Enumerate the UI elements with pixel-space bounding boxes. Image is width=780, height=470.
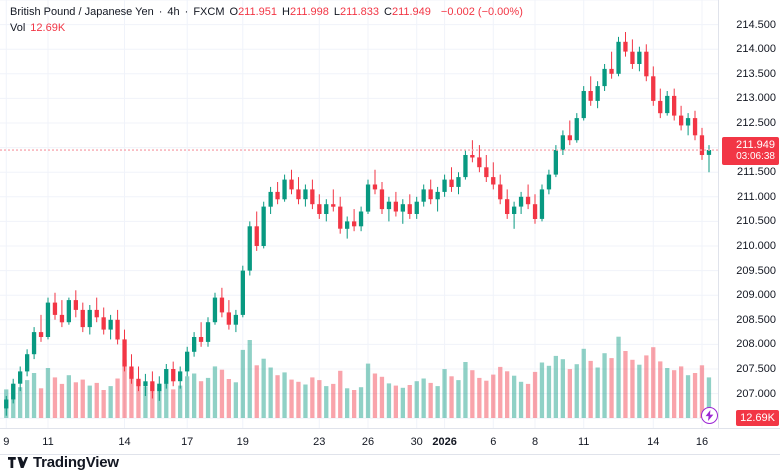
price-tick: 207.000 [736, 387, 776, 400]
low-key: L [333, 6, 341, 18]
price-tick: 212.500 [736, 117, 776, 129]
price-tick: 211.000 [737, 190, 776, 203]
legend-volume-row: Vol 12.69K [10, 21, 523, 35]
bar-countdown: 03:06:38 [736, 151, 775, 163]
price-tick: 211.500 [737, 166, 776, 179]
chart-plot-area[interactable] [0, 0, 718, 428]
lightning-bolt-icon [705, 410, 713, 421]
price-axis[interactable]: 214.500 214.000 213.500 213.000 212.500 211.5… [718, 0, 780, 428]
volume-label: Vol [10, 22, 26, 34]
realtime-data-badge[interactable] [700, 407, 718, 424]
time-tick: 17 [181, 436, 194, 448]
time-tick: 26 [361, 436, 375, 448]
high-key: H [282, 6, 290, 18]
open-value: 211.951 [238, 6, 278, 18]
time-tick: 14 [118, 436, 131, 448]
time-tick: 2026 [432, 436, 457, 448]
close-value: 211.949 [391, 6, 431, 18]
chart-legend: British Pound / Japanese Yen · 4h · FXCM O211… [10, 5, 523, 35]
price-tick: 210.000 [736, 240, 776, 252]
time-tick: 16 [695, 436, 709, 448]
time-tick: 11 [42, 436, 54, 448]
horizontal-gridlines [0, 0, 718, 419]
price-tick: 208.000 [736, 338, 776, 351]
time-tick: 9 [3, 436, 10, 448]
price-tick: 214.000 [736, 43, 776, 56]
price-tick: 208.500 [736, 313, 776, 326]
time-axis[interactable]: 9 11 14 17 19 23 26 30 2026 6 8 11 14 16 [0, 428, 780, 454]
volume-badge: 12.69K [736, 410, 779, 426]
low-value: 211.833 [340, 6, 379, 18]
time-tick: 11 [577, 436, 590, 448]
candlestick-series [4, 32, 712, 416]
current-price-badge: 211.949 03:06:38 [722, 137, 779, 166]
high-value: 211.998 [289, 6, 329, 18]
price-tick: 213.500 [736, 67, 776, 80]
time-tick: 19 [236, 436, 249, 448]
price-tick: 207.500 [736, 363, 776, 375]
price-tick: 209.000 [736, 289, 776, 302]
tradingview-logo-icon [8, 456, 28, 469]
time-tick: 30 [410, 436, 423, 448]
time-tick: 8 [531, 436, 539, 448]
exchange-label: FXCM [193, 6, 225, 18]
time-tick: 6 [490, 436, 497, 448]
legend-separator-2: · [184, 6, 189, 18]
volume-bars [4, 336, 712, 418]
price-tick: 210.500 [736, 215, 776, 228]
tradingview-brand-bar: TradingView [0, 454, 780, 470]
current-price-value: 211.949 [736, 139, 775, 152]
price-tick: 213.000 [736, 92, 776, 105]
symbol-name[interactable]: British Pound / Japanese Yen [10, 6, 154, 18]
close-key: C [384, 6, 392, 18]
chart-canvas [0, 0, 718, 428]
time-tick: 23 [313, 436, 326, 448]
open-key: O [229, 6, 239, 18]
legend-separator-1: · [158, 6, 163, 18]
interval-label[interactable]: 4h [167, 6, 180, 18]
time-tick: 14 [647, 436, 660, 448]
brand-name: TradingView [33, 454, 119, 470]
legend-primary-row: British Pound / Japanese Yen · 4h · FXCM O211… [10, 5, 523, 19]
volume-value: 12.69K [30, 22, 66, 34]
change-value: −0.002 (−0.00%) [440, 6, 523, 18]
price-tick: 209.500 [736, 264, 776, 277]
price-tick: 214.500 [736, 18, 776, 31]
